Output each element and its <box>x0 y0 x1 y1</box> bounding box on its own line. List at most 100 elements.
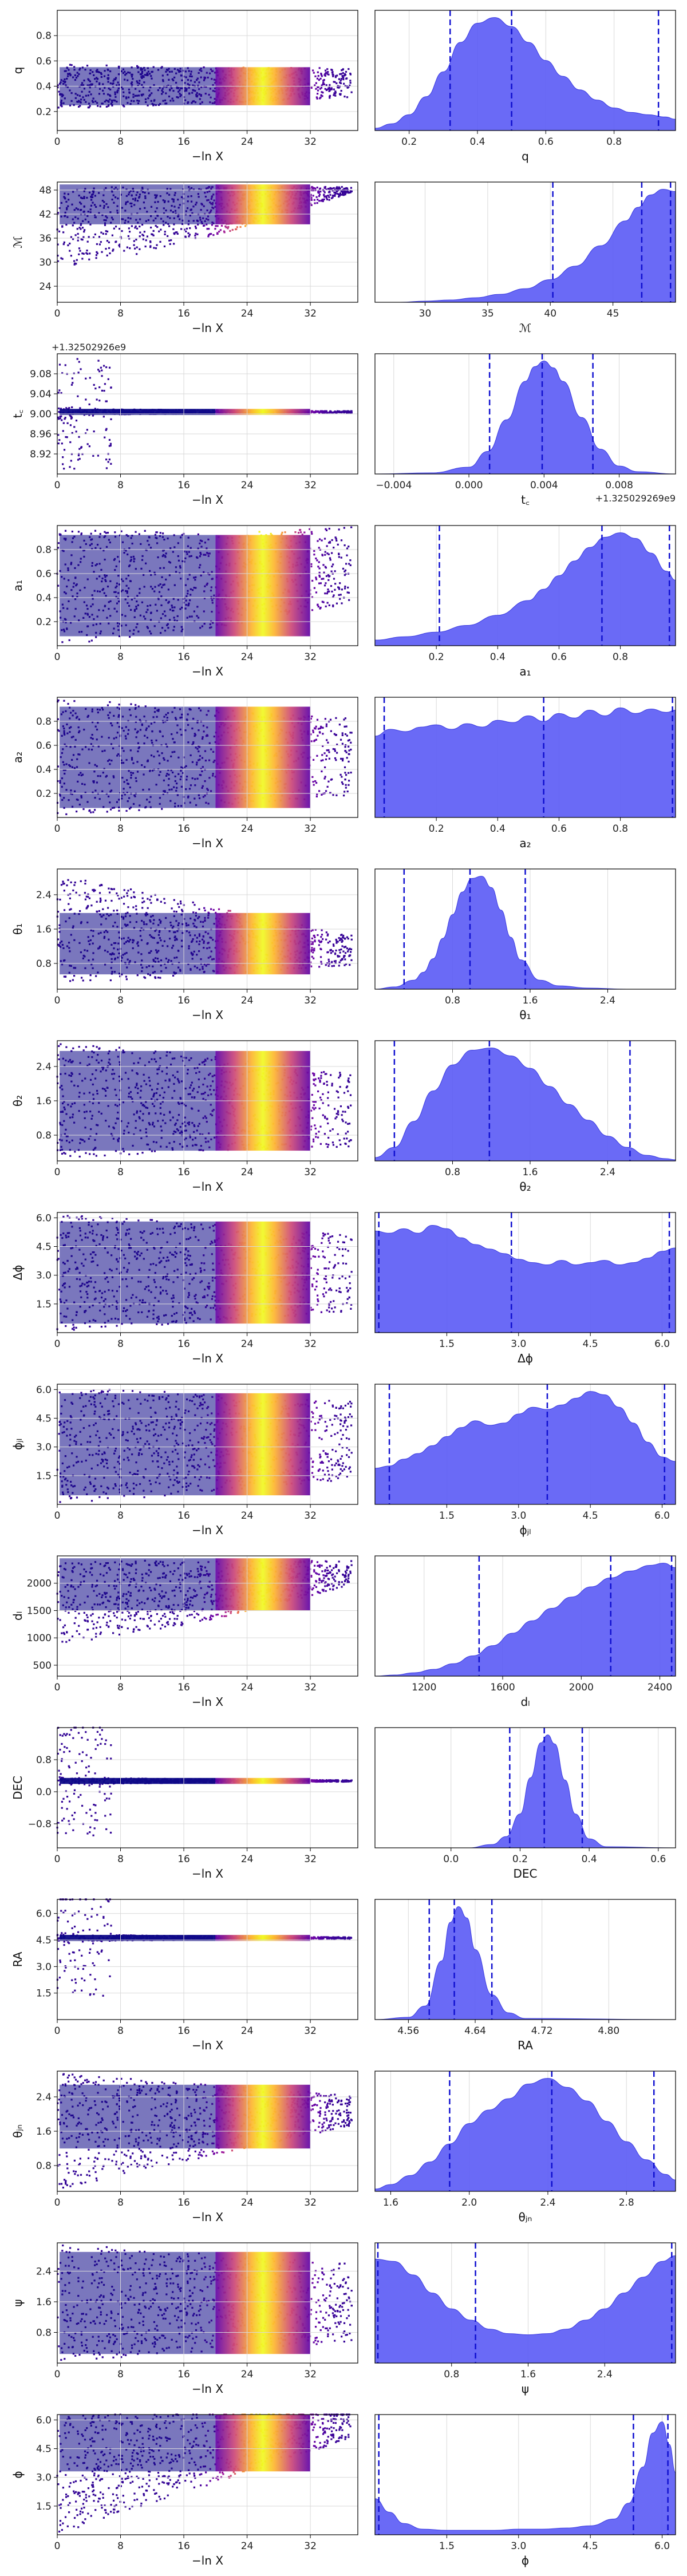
trace-point <box>319 97 321 100</box>
trace-point <box>310 204 313 206</box>
trace-y-tick-label: 0.2 <box>36 106 52 118</box>
trace-x-axis-label: −ln X <box>192 665 223 678</box>
trace-point <box>95 636 97 638</box>
trace-point <box>89 252 91 255</box>
trace-point <box>345 784 347 786</box>
trace-point <box>78 448 81 450</box>
trace-point <box>348 599 350 601</box>
trace-x-tick-label: 32 <box>304 480 317 491</box>
trace-point <box>84 229 86 231</box>
trace-x-tick-label: 16 <box>177 651 190 663</box>
trace-point <box>318 191 320 193</box>
trace-y-axis-label: a₂ <box>11 752 25 763</box>
trace-point <box>350 741 352 744</box>
trace-point <box>325 84 327 86</box>
trace-point <box>107 461 109 463</box>
trace-point <box>341 734 344 736</box>
trace-point <box>121 230 123 232</box>
trace-point <box>335 734 338 736</box>
trace-point <box>335 602 338 605</box>
posterior-x-tick-label: 0.8 <box>606 136 622 148</box>
trace-point <box>338 594 340 596</box>
trace-point <box>73 884 76 886</box>
trace-point <box>311 579 314 582</box>
trace-point <box>70 417 73 420</box>
trace-point <box>346 734 348 737</box>
trace-point <box>110 386 112 389</box>
trace-point <box>109 252 111 255</box>
trace-point <box>349 84 351 86</box>
posterior-x-tick-label: 35 <box>481 308 494 319</box>
trace-point <box>324 718 326 720</box>
trace-point <box>136 974 139 977</box>
trace-point <box>323 196 326 198</box>
trace-point <box>58 407 60 410</box>
trace-point <box>69 441 72 444</box>
trace-x-axis-label: −ln X <box>192 149 223 163</box>
trace-point <box>317 410 319 413</box>
trace-point <box>113 227 115 230</box>
trace-point <box>342 191 344 194</box>
trace-point <box>98 236 101 238</box>
trace-point <box>323 191 326 193</box>
trace-point <box>70 384 73 386</box>
trace-point <box>332 604 334 607</box>
posterior-x-tick-label: 40 <box>544 308 556 319</box>
trace-point <box>334 411 337 413</box>
trace-point <box>67 702 69 705</box>
trace-point <box>344 791 346 793</box>
trace-point <box>88 445 90 448</box>
trace-point <box>86 65 89 67</box>
trace-point <box>143 231 145 233</box>
trace-point <box>333 88 335 90</box>
trace-point <box>344 570 346 572</box>
trace-point <box>322 200 324 203</box>
posterior-x-tick-label: 0.004 <box>530 480 558 491</box>
trace-point <box>346 547 349 550</box>
trace-point <box>194 234 196 237</box>
trace-point <box>316 97 318 100</box>
trace-point <box>78 457 81 460</box>
trace-point <box>57 434 60 436</box>
trace-point <box>324 554 326 556</box>
trace-point <box>57 212 60 214</box>
trace-point <box>325 575 328 577</box>
posterior-panel-a_1: 0.2 0.4 0.6 0.8a₁ <box>374 525 676 678</box>
trace-point <box>348 745 350 748</box>
trace-x-tick-label: 8 <box>117 308 124 319</box>
trace-point <box>338 193 340 196</box>
trace-point <box>83 231 85 233</box>
trace-point <box>105 64 108 66</box>
trace-point <box>310 86 313 89</box>
trace-point <box>338 528 340 531</box>
trace-point <box>119 243 121 246</box>
trace-gridlines <box>57 10 358 131</box>
trace-point <box>105 230 107 232</box>
trace-point <box>236 226 238 228</box>
trace-point <box>131 225 133 227</box>
trace-point <box>319 410 322 412</box>
trace-point <box>89 105 91 107</box>
trace-y-tick-label: 24 <box>39 281 52 293</box>
trace-point <box>330 197 333 199</box>
trace-point <box>339 192 341 195</box>
trace-point <box>79 250 81 252</box>
trace-point <box>239 226 242 228</box>
trace-point <box>329 718 332 721</box>
trace-point <box>319 607 321 610</box>
trace-point <box>340 89 342 92</box>
trace-point <box>321 539 323 542</box>
trace-point <box>100 241 102 243</box>
trace-point <box>341 193 343 196</box>
trace-point <box>57 260 60 262</box>
trace-point <box>333 594 335 596</box>
trace-point <box>345 725 348 728</box>
trace-point <box>331 590 333 592</box>
trace-point <box>90 532 92 535</box>
trace-point <box>223 230 226 232</box>
trace-panel-q: 0 8 16 24 320.20.40.60.8−ln Xq <box>11 10 358 163</box>
trace-point <box>206 223 208 226</box>
